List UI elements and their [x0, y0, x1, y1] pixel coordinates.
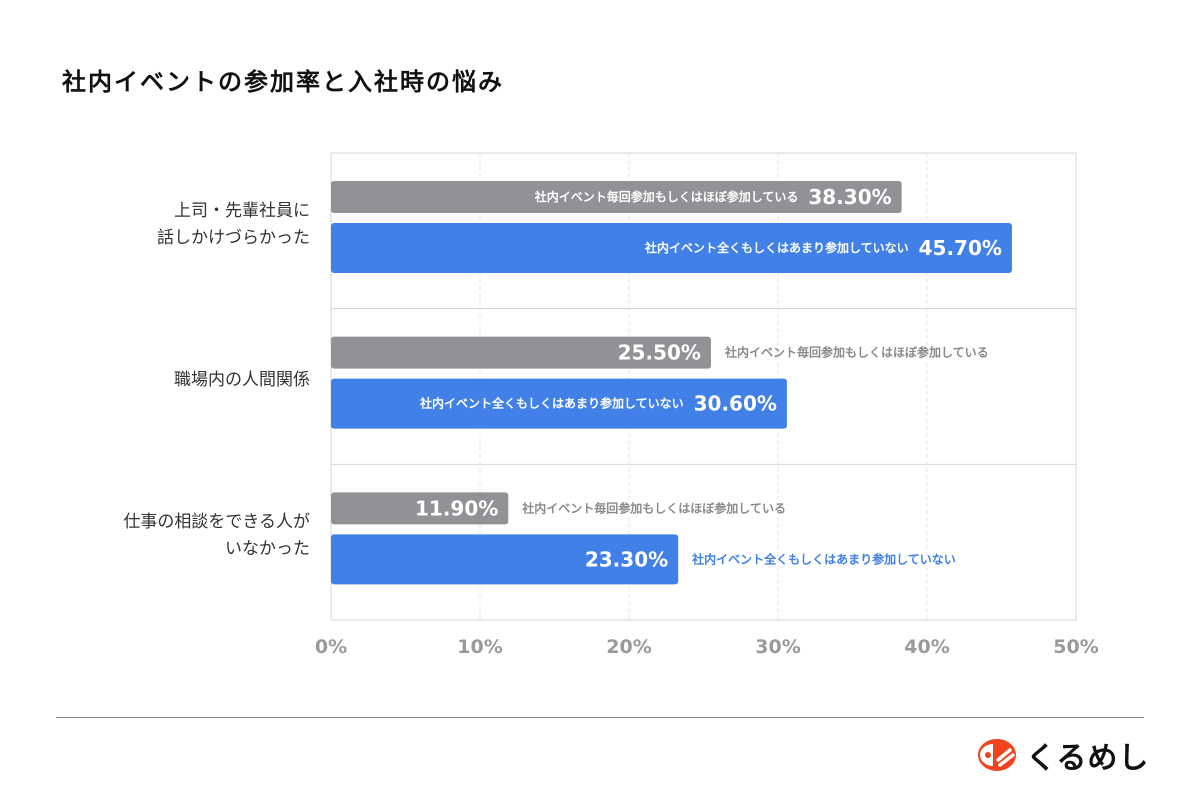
- series-label: 社内イベント毎回参加もしくはほぼ参加している: [724, 345, 989, 360]
- series-label: 社内イベント全くもしくはあまり参加していない: [644, 240, 909, 255]
- footer-divider: [56, 717, 1144, 718]
- series-label: 社内イベント全くもしくはあまり参加していない: [691, 551, 956, 566]
- bar: [331, 534, 679, 585]
- x-tick-label: 0%: [315, 636, 347, 658]
- data-label: 30.60%: [694, 392, 777, 416]
- data-label: 23.30%: [585, 547, 668, 571]
- bar: [331, 336, 711, 369]
- category-label: 上司・先輩社員に 話しかけづらかった: [157, 200, 310, 248]
- data-label: 45.70%: [919, 236, 1002, 260]
- series-label: 社内イベント毎回参加もしくはほぼ参加している: [534, 189, 799, 204]
- kurumeshi-logo-icon: [978, 738, 1016, 771]
- data-label: 25.50%: [618, 341, 701, 365]
- category-label: 仕事の相談をできる人が いなかった: [123, 512, 310, 560]
- bar: [331, 181, 902, 213]
- data-label: 38.30%: [808, 185, 891, 209]
- bar: [331, 223, 1012, 273]
- data-label: 11.90%: [415, 496, 498, 520]
- bar-chart: 0% 10% 20% 30% 40% 50% 38.30% 社内イベント毎回参加もしくはほぼ参…: [315, 152, 1099, 658]
- x-tick-label: 40%: [904, 636, 949, 658]
- brand-logo: くるめし: [976, 733, 1149, 777]
- x-tick-label: 10%: [457, 636, 502, 658]
- series-label: 社内イベント毎回参加もしくはほぼ参加している: [521, 500, 786, 515]
- bar: [331, 378, 787, 429]
- category-label: 職場内の人間関係: [174, 370, 310, 390]
- series-label: 社内イベント全くもしくはあまり参加していない: [419, 396, 684, 411]
- x-tick-label: 30%: [755, 636, 800, 658]
- bar: [331, 492, 509, 525]
- x-tick-label: 50%: [1053, 636, 1098, 658]
- x-tick-label: 20%: [606, 636, 651, 658]
- chart-title: 社内イベントの参加率と入社時の悩み: [62, 68, 504, 96]
- brand-name: くるめし: [1026, 741, 1150, 776]
